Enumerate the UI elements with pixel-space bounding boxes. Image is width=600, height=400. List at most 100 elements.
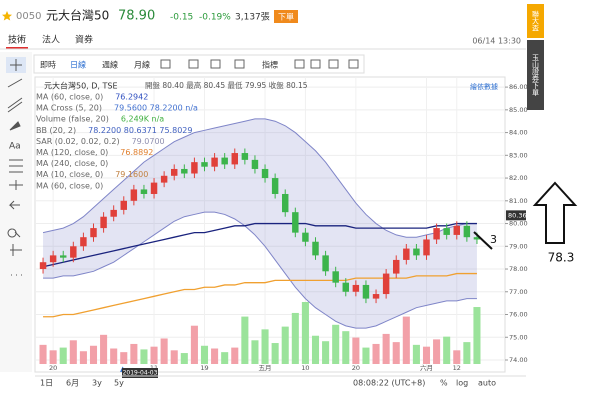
y-tick-label: 77.00: [509, 288, 528, 296]
legend-value: 79.0700: [132, 137, 165, 146]
candle-body: [322, 255, 329, 272]
tab[interactable]: 技術: [8, 34, 26, 46]
toolbar-icon[interactable]: [348, 59, 359, 69]
candle-body: [59, 255, 67, 258]
candle-body: [332, 271, 339, 283]
y-tick-label: 74.00: [509, 356, 528, 364]
volume-bar: [261, 329, 269, 364]
candle-body: [70, 246, 77, 258]
y-tick-label: 78.00: [509, 265, 528, 273]
volume-bar: [291, 312, 299, 364]
candle-body: [271, 178, 279, 194]
toolbar-icon[interactable]: [160, 59, 171, 69]
legend-value: 6,249K n/a: [121, 115, 164, 124]
range-button[interactable]: 1日: [40, 379, 53, 388]
change: -0.15: [170, 13, 193, 23]
candle-body: [281, 193, 289, 213]
tool-icons[interactable]: [7, 159, 23, 276]
change-pct: -0.19%: [199, 13, 231, 23]
scale-option[interactable]: log: [456, 379, 468, 388]
x-tick-label: 12: [453, 364, 461, 372]
toolbar-button[interactable]: 月線: [134, 60, 150, 70]
volume-bar: [231, 347, 239, 364]
candle-body: [443, 228, 450, 235]
toolbar-button[interactable]: 週線: [102, 60, 118, 70]
toolbar-button[interactable]: 即時: [40, 61, 56, 70]
chart-title: 元大台灣50, D, TSE: [44, 81, 118, 91]
tab[interactable]: 資券: [75, 34, 93, 46]
candle-body: [382, 273, 390, 295]
volume-bar: [180, 353, 188, 364]
order-button-label: 下單: [278, 13, 294, 22]
chart-toolbar: [33, 54, 365, 74]
y-tick-label: 82.00: [509, 174, 528, 182]
datetime: 06/14 13:30: [472, 37, 521, 46]
last-price-box: [506, 210, 526, 221]
range-button[interactable]: 3y: [92, 379, 102, 388]
y-tick-label: 79.00: [509, 242, 528, 250]
candle-body: [261, 168, 269, 179]
toolbar-icon[interactable]: [188, 59, 199, 69]
toolbar-icon[interactable]: [294, 59, 305, 69]
volume-bar: [332, 324, 340, 364]
volume-bar: [402, 316, 410, 364]
volume-bar: [79, 351, 87, 364]
legend-name: MA (10, close, 0): [36, 170, 103, 179]
range-button[interactable]: 5y: [114, 379, 124, 388]
candle-body: [211, 157, 218, 167]
ohlc-summary: 開盤 80.40 最高 80.45 最低 79.95 收盤 80.15: [145, 80, 308, 90]
tab[interactable]: 法人: [42, 34, 60, 46]
candle-body: [160, 175, 168, 183]
x-tick-label: 六月: [420, 363, 433, 372]
side-badge[interactable]: [527, 40, 544, 110]
candle-body: [423, 239, 430, 256]
toolbar-icon[interactable]: [310, 59, 321, 69]
volume-bar: [241, 316, 249, 364]
candle-body: [302, 232, 309, 242]
text-tool[interactable]: Aa: [9, 142, 21, 152]
volume-bar: [443, 336, 451, 364]
candle-body: [463, 225, 471, 238]
y-tick-label: 83.00: [509, 151, 528, 159]
crosshair-icon: [10, 59, 22, 71]
legend-value: 79.5600 78.2200 n/a: [114, 104, 198, 113]
tool-icons[interactable]: [7, 78, 23, 131]
scale-option[interactable]: auto: [478, 379, 496, 388]
candle-body: [292, 212, 299, 233]
volume-bar: [352, 337, 360, 364]
annotation-arrow: [532, 181, 578, 244]
legend-value: 76.2942: [115, 93, 148, 102]
volume-bar: [311, 335, 320, 364]
candle-body: [312, 241, 319, 256]
candle-body: [170, 168, 178, 176]
toolbar-icon[interactable]: [210, 59, 221, 69]
toolbar-button[interactable]: 日線: [70, 60, 86, 70]
toolbar-icon[interactable]: [234, 59, 245, 69]
chart-note[interactable]: 繪依數據: [470, 82, 498, 91]
volume-bar: [422, 346, 431, 364]
candle-body: [201, 162, 208, 167]
candle-body: [110, 209, 117, 217]
annotation-mark: 3: [490, 233, 497, 246]
volume-bar: [140, 349, 148, 364]
range-button[interactable]: 6月: [66, 379, 79, 388]
scale-option[interactable]: %: [440, 379, 448, 388]
order-button[interactable]: [274, 10, 298, 23]
toolbar-icon[interactable]: [328, 59, 339, 69]
y-tick-label: 84.00: [509, 129, 528, 137]
side-badge[interactable]: [527, 4, 544, 38]
volume-bar: [392, 342, 400, 364]
legend-name: SAR (0.02, 0.02, 0.2): [36, 137, 120, 146]
favorite-star[interactable]: [2, 11, 12, 21]
legend-name: Volume (false, 20): [36, 115, 109, 124]
volume-bar: [453, 350, 461, 364]
y-tick-label: 81.00: [509, 197, 528, 205]
legend-value: 76.8892: [120, 148, 153, 157]
legend-value: 79.1600: [115, 170, 148, 179]
volume-bar: [362, 347, 370, 364]
toolbar-button[interactable]: 指標: [262, 60, 278, 70]
volume-bar: [89, 345, 98, 364]
volume-bar: [342, 331, 350, 364]
candle-body: [413, 248, 420, 256]
candle-body: [231, 153, 239, 165]
